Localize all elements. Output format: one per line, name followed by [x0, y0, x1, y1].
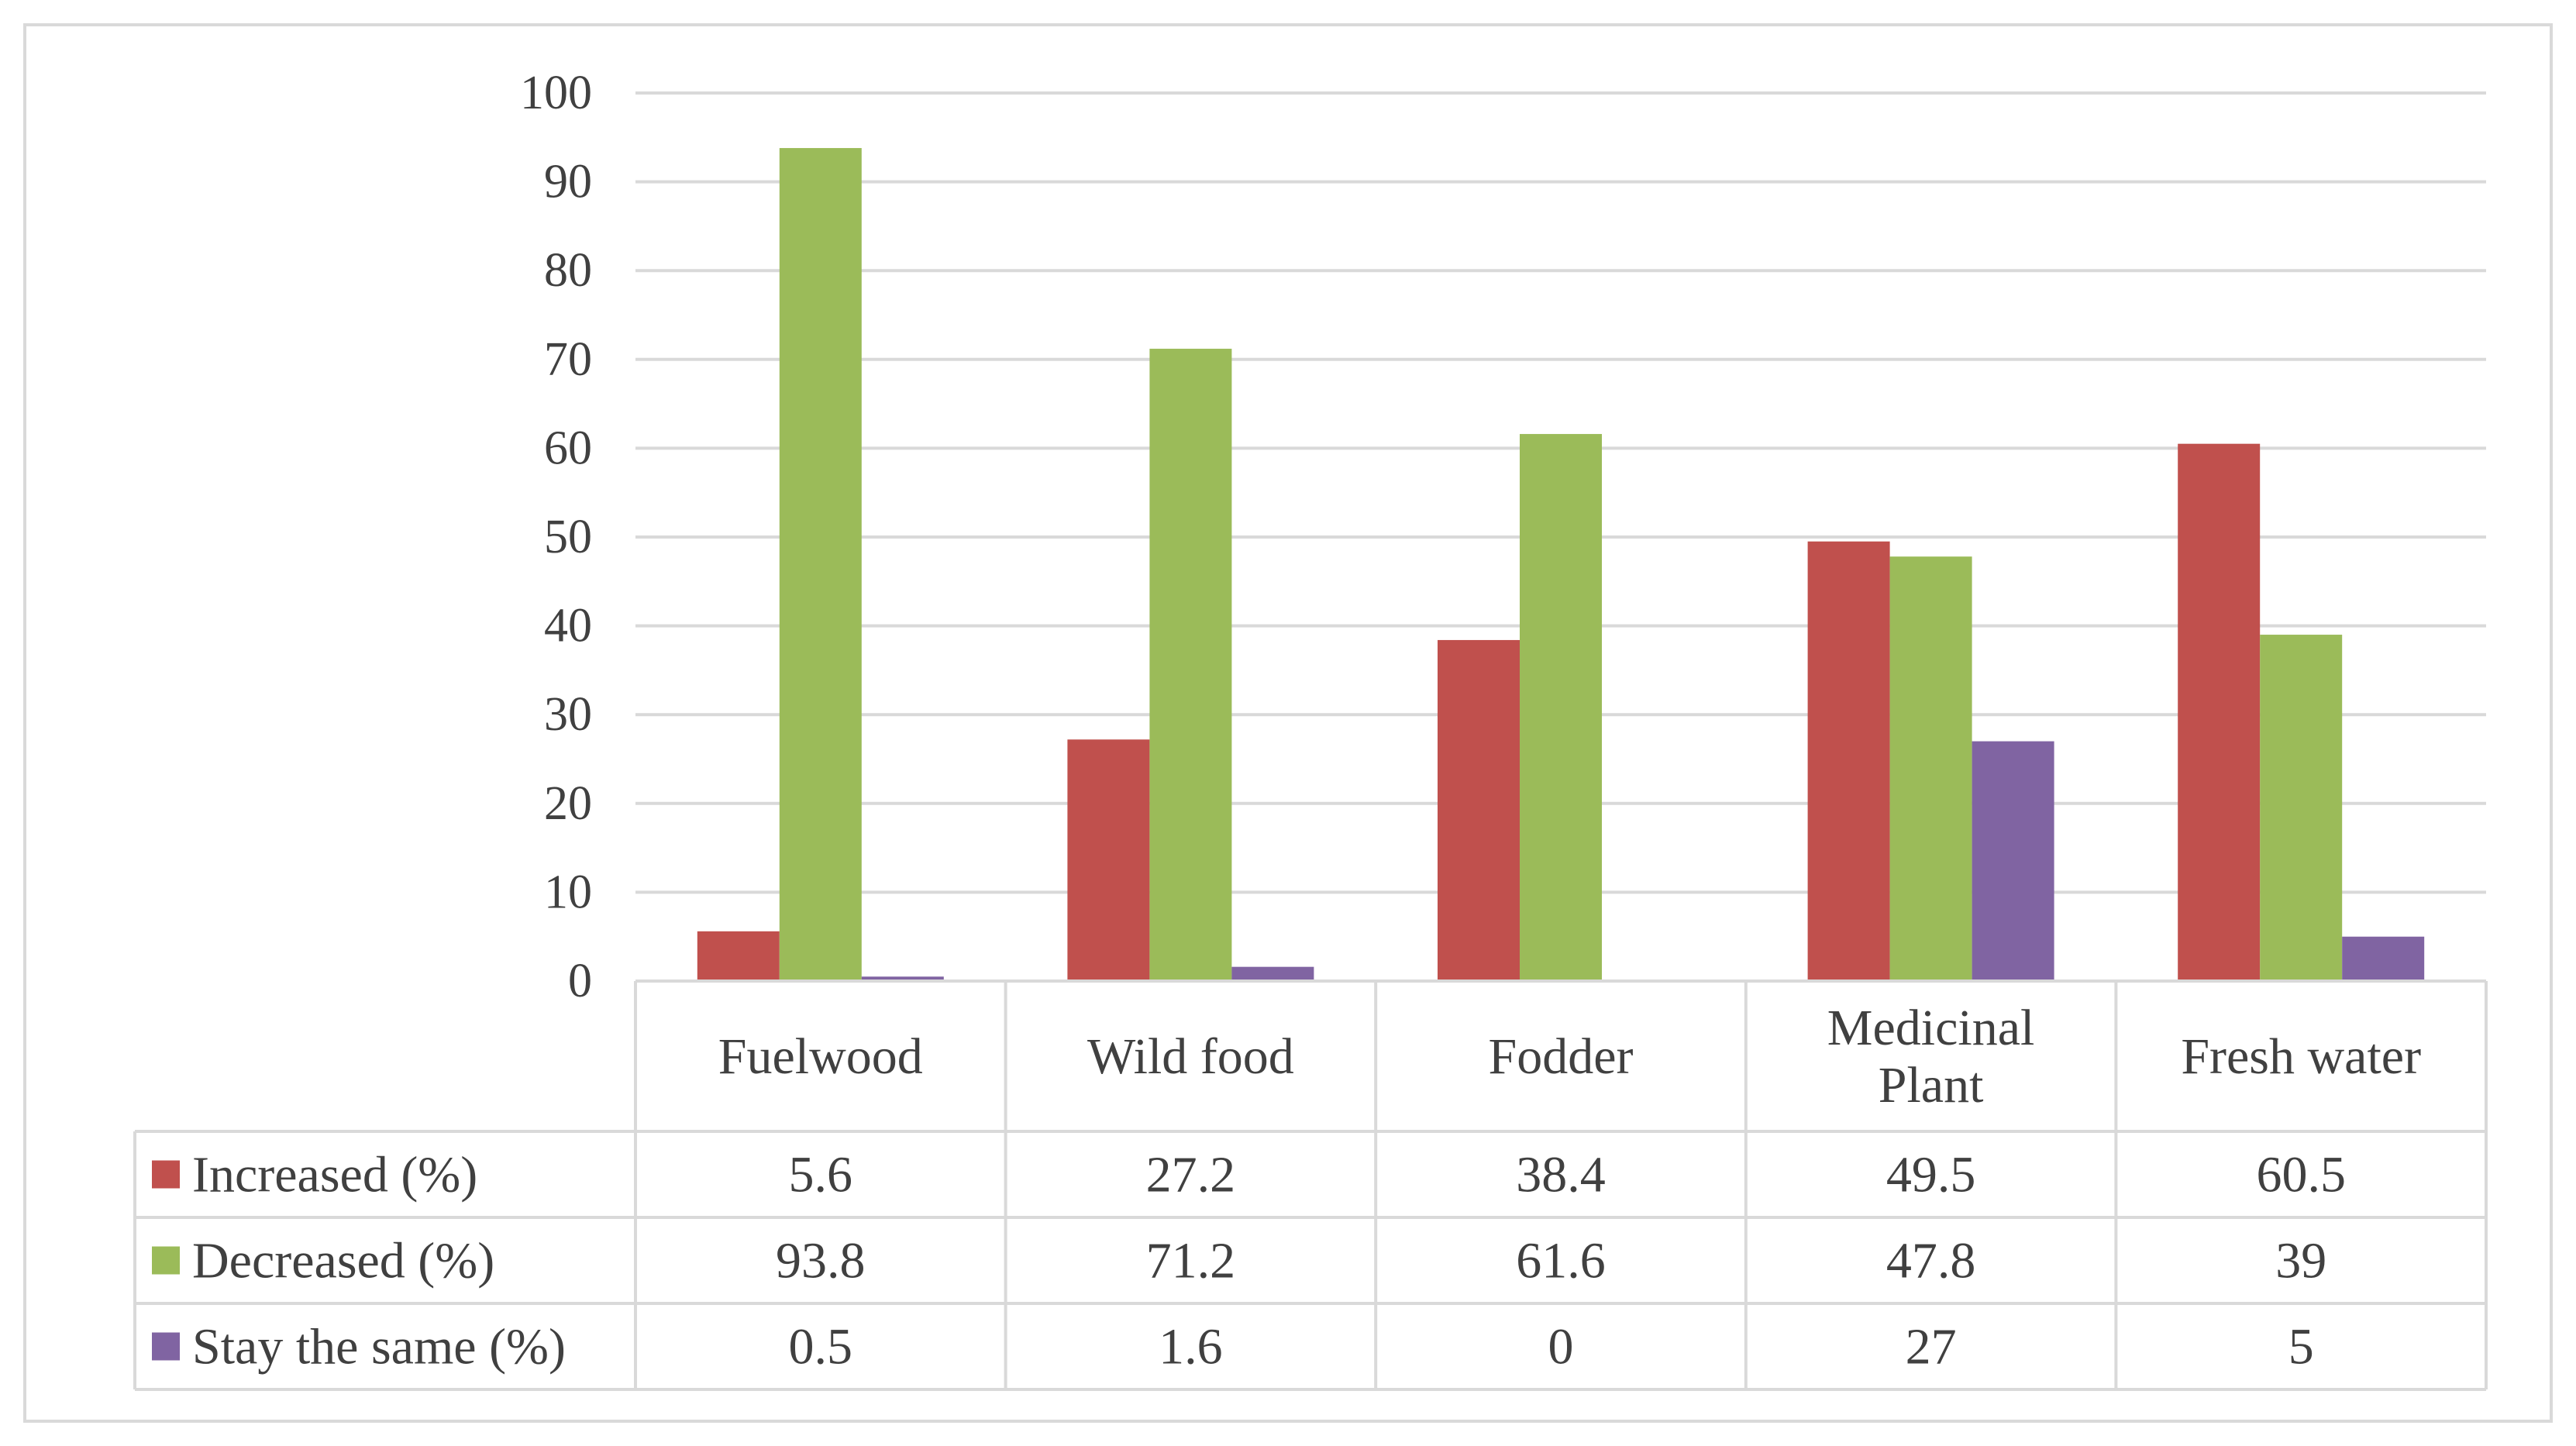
table-cell-1-2: 61.6 — [1516, 1233, 1606, 1289]
y-tick-label-0: 0 — [568, 955, 592, 1007]
bar-increased-3 — [1807, 541, 1890, 981]
y-tick-label-80: 80 — [544, 244, 592, 297]
bars — [697, 148, 2425, 982]
category-label-2: Fodder — [1489, 1028, 1634, 1085]
y-tick-label-50: 50 — [544, 511, 592, 563]
table-cell-1-3: 47.8 — [1886, 1233, 1976, 1289]
legend-label-1: Decreased (%) — [192, 1233, 494, 1289]
y-tick-label-60: 60 — [544, 422, 592, 474]
bar-stay-4 — [2342, 936, 2425, 981]
bar-increased-1 — [1067, 739, 1150, 981]
bar-increased-4 — [2178, 443, 2261, 981]
bar-stay-1 — [1231, 966, 1314, 981]
table-cell-0-3: 49.5 — [1886, 1147, 1976, 1203]
y-tick-label-20: 20 — [544, 777, 592, 830]
y-tick-label-30: 30 — [544, 688, 592, 741]
bar-decreased-2 — [1520, 434, 1602, 981]
legend-label-0: Increased (%) — [192, 1147, 477, 1203]
table-cell-2-2: 0 — [1548, 1319, 1574, 1375]
bar-decreased-1 — [1149, 349, 1232, 982]
y-axis: 0 10 20 30 40 50 60 70 80 90 100 — [520, 67, 592, 1007]
table-cell-2-0: 0.5 — [789, 1319, 853, 1375]
y-tick-label-90: 90 — [544, 156, 592, 208]
y-tick-label-40: 40 — [544, 600, 592, 652]
table-cell-0-0: 5.6 — [789, 1147, 853, 1203]
table-cell-1-1: 71.2 — [1146, 1233, 1236, 1289]
table-cell-0-1: 27.2 — [1146, 1147, 1236, 1203]
bar-increased-2 — [1438, 639, 1520, 981]
table-cell-1-4: 39 — [2275, 1233, 2326, 1289]
table-cell-0-4: 60.5 — [2256, 1147, 2346, 1203]
legend-swatch-2 — [152, 1332, 180, 1361]
chart-frame: 0 10 20 30 40 50 60 70 80 90 100 Fuelwood Wild food… — [23, 23, 2553, 1423]
legend-label-2: Stay the same (%) — [192, 1319, 566, 1375]
bar-decreased-0 — [779, 148, 862, 981]
bar-stay-0 — [861, 976, 944, 981]
bar-decreased-3 — [1889, 556, 1972, 981]
y-tick-label-100: 100 — [520, 67, 592, 119]
bar-decreased-4 — [2260, 635, 2343, 981]
category-label-3-line-1: Plant — [1879, 1057, 1984, 1114]
legend-swatch-1 — [152, 1246, 180, 1275]
category-label-1: Wild food — [1087, 1028, 1294, 1085]
table-cell-1-0: 93.8 — [776, 1233, 866, 1289]
table-cell-2-1: 1.6 — [1159, 1319, 1223, 1375]
bar-increased-0 — [697, 931, 780, 981]
y-tick-label-10: 10 — [544, 866, 592, 918]
bar-stay-3 — [1972, 741, 2054, 981]
table-cell-0-2: 38.4 — [1516, 1147, 1606, 1203]
y-tick-label-70: 70 — [544, 333, 592, 386]
table-cell-2-3: 27 — [1906, 1319, 1957, 1375]
category-label-3-line-0: Medicinal — [1827, 1000, 2035, 1056]
legend-swatch-0 — [152, 1160, 180, 1189]
category-label-4: Fresh water — [2181, 1028, 2421, 1085]
category-label-0: Fuelwood — [718, 1028, 923, 1085]
table-cell-2-4: 5 — [2288, 1319, 2314, 1375]
